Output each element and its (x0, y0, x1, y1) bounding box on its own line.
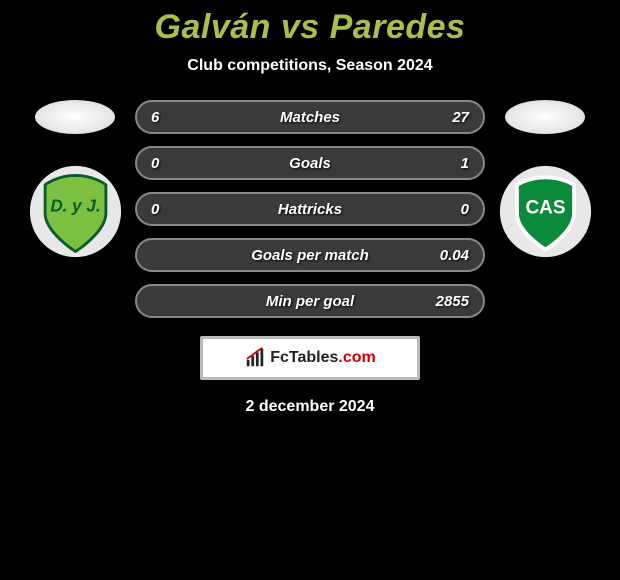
date-text: 2 december 2024 (246, 398, 375, 416)
stat-row: Min per goal 2855 (135, 284, 485, 318)
stat-label: Goals per match (251, 247, 369, 264)
stat-label: Hattricks (278, 201, 342, 218)
shield-icon: D. y J. (28, 164, 123, 259)
stats-list: 6 Matches 27 0 Goals 1 0 Hattricks 0 Goals per ma… (135, 100, 485, 318)
shield-icon: CAS (498, 164, 593, 259)
stat-left-value: 0 (151, 201, 159, 218)
brand-name: FcTables (270, 349, 338, 366)
stat-row: 6 Matches 27 (135, 100, 485, 134)
stat-right-value: 1 (461, 155, 469, 172)
stat-left-value: 0 (151, 155, 159, 172)
stat-right-value: 2855 (436, 293, 469, 310)
stat-label: Min per goal (266, 293, 354, 310)
stat-row: Goals per match 0.04 (135, 238, 485, 272)
stat-left-value: 6 (151, 109, 159, 126)
chart-icon (244, 347, 266, 369)
comparison-card: Galván vs Paredes Club competitions, Sea… (0, 0, 620, 416)
left-side: D. y J. (25, 100, 125, 259)
right-badge-text: CAS (525, 197, 565, 218)
stat-row: 0 Hattricks 0 (135, 192, 485, 226)
brand-box[interactable]: FcTables.com (200, 336, 420, 380)
left-badge-text: D. y J. (50, 197, 100, 216)
stat-right-value: 0.04 (440, 247, 469, 264)
stat-right-value: 27 (452, 109, 469, 126)
page-title: Galván vs Paredes (155, 8, 466, 47)
right-side: CAS (495, 100, 595, 259)
right-player-avatar (505, 100, 585, 134)
stat-row: 0 Goals 1 (135, 146, 485, 180)
left-player-avatar (35, 100, 115, 134)
subtitle: Club competitions, Season 2024 (187, 57, 432, 75)
brand-text: FcTables.com (270, 349, 376, 367)
main-row: D. y J. 6 Matches 27 0 Goals 1 0 Hattricks 0 Goal… (0, 100, 620, 318)
left-team-badge: D. y J. (28, 164, 123, 259)
right-team-badge: CAS (498, 164, 593, 259)
stat-right-value: 0 (461, 201, 469, 218)
stat-label: Matches (280, 109, 340, 126)
stat-label: Goals (289, 155, 331, 172)
brand-suffix: .com (338, 349, 375, 366)
